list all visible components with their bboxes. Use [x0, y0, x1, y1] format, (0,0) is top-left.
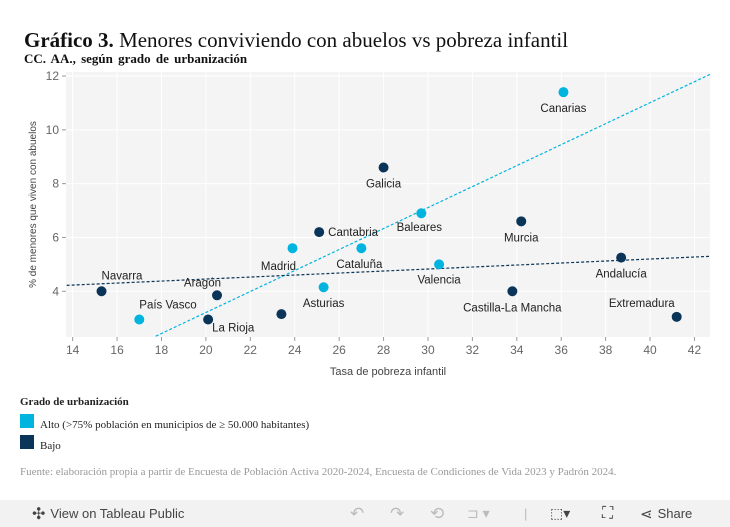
share-button[interactable]: ⋖ Share	[640, 505, 692, 523]
point-label: La Rioja	[212, 323, 255, 335]
x-tick-label: 26	[332, 343, 346, 357]
data-point	[416, 208, 427, 219]
x-tick-label: 24	[288, 343, 302, 357]
x-tick-label: 28	[377, 343, 391, 357]
view-on-tableau-label: View on Tableau Public	[50, 506, 185, 521]
y-tick-label: 4	[52, 284, 59, 298]
legend-item-bajo[interactable]: Bajo	[20, 434, 309, 456]
data-point	[276, 309, 287, 320]
legend-title: Grado de urbanización	[20, 396, 129, 408]
data-point	[212, 290, 223, 301]
legend-item-alto[interactable]: Alto (>75% población en municipios de ≥ …	[20, 413, 310, 435]
data-point	[134, 314, 145, 325]
point-label: País Vasco	[139, 300, 196, 312]
point-label: Castilla-La Mancha	[463, 302, 562, 314]
x-tick-label: 30	[421, 343, 435, 357]
x-tick-label: 18	[155, 343, 169, 357]
download-icon[interactable]: ⬚▾	[550, 505, 571, 521]
y-tick-label: 10	[46, 123, 60, 137]
x-tick-label: 34	[510, 343, 524, 357]
data-point	[616, 252, 627, 263]
redo-icon[interactable]: ↷	[390, 503, 405, 523]
point-label: Aragón	[184, 277, 221, 289]
legend-label: Bajo	[40, 439, 61, 452]
revert-icon[interactable]: ⟲	[430, 503, 445, 523]
title-text: Menores conviviendo con abuelos vs pobre…	[119, 28, 569, 52]
data-point	[203, 314, 214, 325]
point-label: Valencia	[417, 274, 461, 286]
x-axis-label: Tasa de pobreza infantil	[330, 366, 446, 378]
plot-area	[66, 72, 710, 337]
x-tick-label: 22	[244, 343, 258, 357]
data-point	[516, 216, 527, 227]
point-label: Asturias	[303, 298, 345, 310]
point-label: Cantabria	[328, 227, 378, 239]
fullscreen-icon[interactable]: ⛶	[602, 504, 614, 522]
point-label: Canarias	[540, 103, 586, 115]
y-tick-label: 6	[52, 230, 59, 244]
x-tick-label: 40	[643, 343, 657, 357]
point-label: Navarra	[102, 270, 144, 282]
legend: Grado de urbanización Alto (>75% poblaci…	[20, 396, 309, 456]
data-point	[356, 243, 367, 254]
data-point	[314, 227, 325, 238]
point-label: Cataluña	[336, 259, 383, 271]
point-label: Extremadura	[609, 298, 675, 310]
x-tick-label: 38	[599, 343, 613, 357]
share-icon: ⋖	[640, 505, 653, 523]
chart-subtitle: CC. AA., según grado de urbanización	[24, 51, 248, 66]
x-tick-label: 32	[466, 343, 480, 357]
data-point	[671, 311, 682, 322]
point-label: Murcia	[504, 232, 539, 244]
y-tick-label: 12	[46, 69, 60, 83]
scatter-chart: 14 16 18 20 22 24 26 28 30 32 34 36 38 40 42 4 6 8 10 12 Tas…	[28, 69, 711, 378]
data-point	[287, 243, 298, 254]
x-tick-label: 16	[110, 343, 124, 357]
undo-icon[interactable]: ↶	[350, 503, 365, 523]
point-label: Galicia	[366, 179, 402, 191]
point-label: Andalucía	[596, 269, 648, 281]
data-point	[96, 286, 107, 297]
x-tick-label: 36	[555, 343, 569, 357]
legend-swatch-alto	[20, 413, 34, 428]
trendline-alto	[155, 73, 711, 337]
data-point	[378, 162, 389, 173]
data-point	[318, 282, 329, 293]
toolbar-divider: |	[524, 506, 528, 521]
legend-swatch-bajo	[20, 434, 34, 449]
x-tick-label: 14	[66, 343, 80, 357]
x-tick-label: 42	[688, 343, 702, 357]
point-label: Madrid	[261, 261, 296, 273]
share-label: Share	[657, 506, 693, 521]
data-point	[507, 286, 518, 297]
refresh-icon[interactable]: ⊐ ▾	[467, 505, 490, 521]
trendline-bajo	[66, 255, 711, 286]
view-on-tableau-button[interactable]: ✣ View on Tableau Public	[32, 504, 184, 524]
data-point	[434, 259, 445, 270]
legend-label: Alto (>75% población en municipios de ≥ …	[40, 418, 310, 431]
tableau-toolbar: ✣ View on Tableau Public ↶ ↷ ⟲ ⊐ ▾ | ⬚▾ …	[0, 500, 730, 527]
y-tick-label: 8	[52, 177, 59, 191]
data-point	[558, 87, 569, 98]
chart-title: Gráfico 3. Menores conviviendo con abuel…	[24, 28, 568, 53]
y-axis-label: % de menores que viven con abuelos	[28, 121, 39, 288]
x-tick-label: 20	[199, 343, 213, 357]
source-note: Fuente: elaboración propia a partir de E…	[20, 466, 617, 478]
title-prefix: Gráfico 3.	[24, 28, 114, 52]
tableau-logo-icon: ✣	[32, 505, 46, 523]
point-label: Baleares	[397, 222, 443, 234]
